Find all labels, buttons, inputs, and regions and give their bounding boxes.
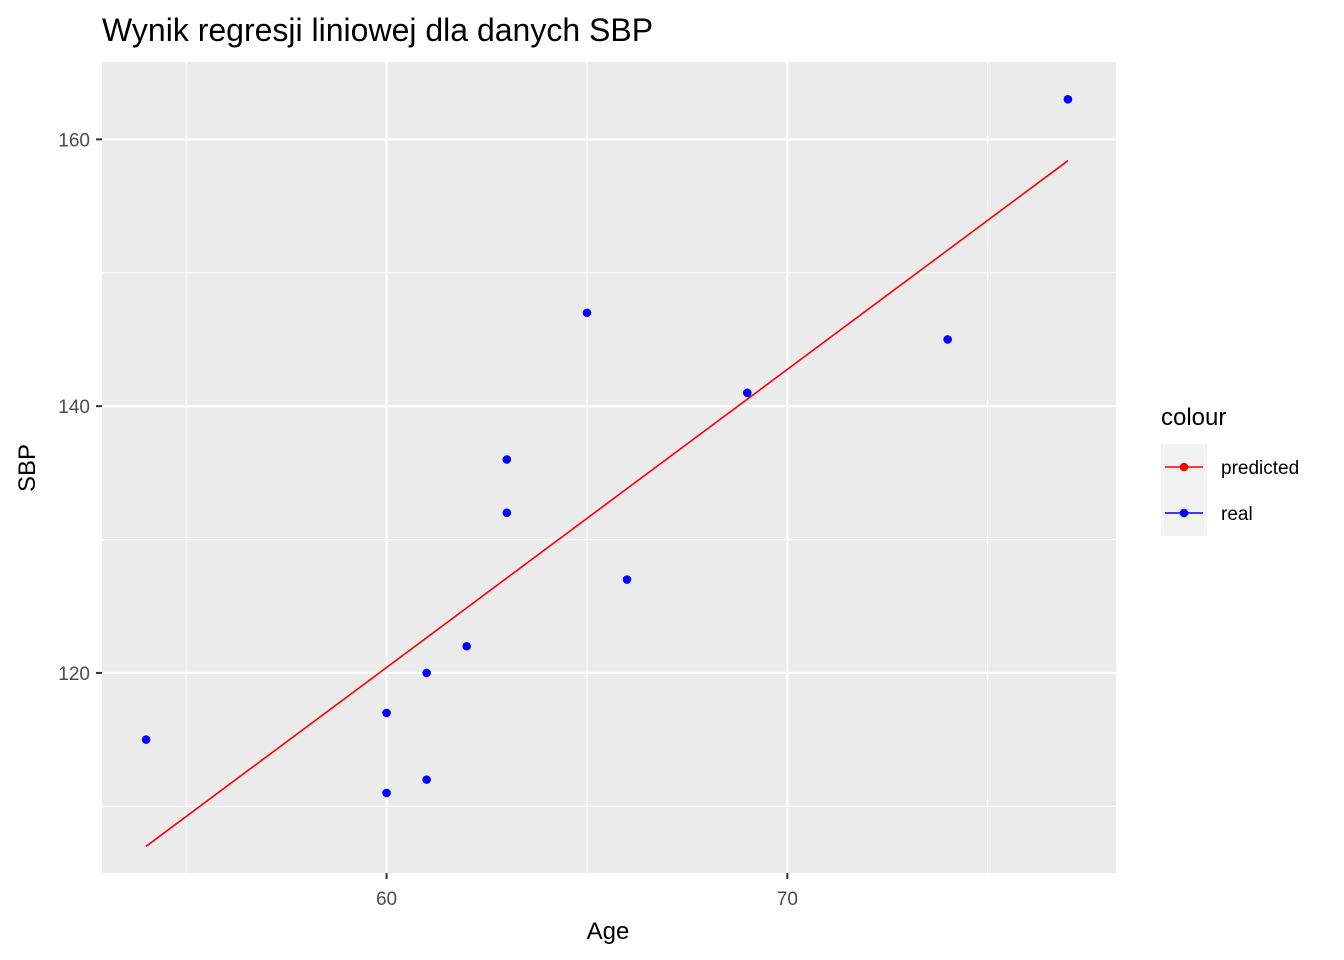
real-point — [502, 455, 512, 464]
legend-title: colour — [1161, 404, 1226, 431]
major-gridlines — [102, 62, 1116, 873]
y-axis-title: SBP — [14, 444, 41, 492]
y-tick-label: 160 — [58, 130, 90, 151]
real-point — [422, 668, 431, 678]
y-tick-label: 120 — [58, 664, 90, 685]
tick-labels: 60 70 120 140 160 — [58, 130, 798, 910]
plot-panel — [102, 62, 1116, 873]
chart-title: Wynik regresji liniowej dla danych SBP — [102, 12, 653, 48]
y-tick-label: 140 — [58, 397, 90, 418]
real-point — [582, 308, 592, 318]
real-series — [141, 95, 1073, 798]
real-point — [943, 335, 952, 344]
real-point — [622, 575, 632, 584]
x-tick-label: 70 — [777, 889, 798, 910]
real-point — [141, 735, 151, 744]
predicted-series — [145, 160, 1069, 847]
real-point — [742, 388, 752, 398]
real-point — [502, 508, 512, 518]
legend-key-point — [1179, 508, 1189, 518]
x-axis-title: Age — [587, 918, 630, 945]
legend-label-real: real — [1221, 504, 1253, 525]
axis-ticks — [96, 138, 789, 879]
real-point — [462, 641, 472, 651]
real-point — [1063, 95, 1073, 104]
legend-label-predicted: predicted — [1221, 458, 1299, 479]
predicted-line — [145, 160, 1069, 847]
legend-key-point — [1179, 462, 1189, 472]
x-tick-label: 60 — [376, 889, 397, 910]
real-point — [382, 788, 391, 798]
real-point — [422, 775, 431, 784]
minor-gridlines — [102, 62, 1116, 873]
real-point — [382, 708, 391, 718]
legend: colour predicted real — [1161, 404, 1299, 536]
